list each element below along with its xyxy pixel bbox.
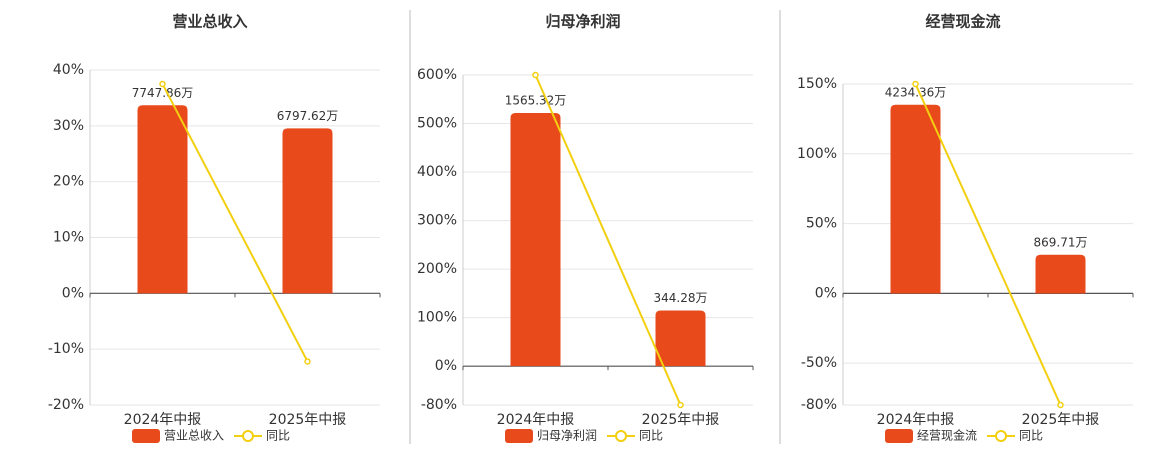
legend-marker	[995, 430, 1007, 442]
bar	[282, 128, 333, 294]
x-tick-label: 2024年中报	[877, 412, 955, 428]
legend-label: 营业总收入	[164, 429, 224, 443]
y-tick-label: -80%	[421, 397, 457, 413]
legend-label: 同比	[1019, 429, 1043, 443]
y-tick-label: 150%	[797, 76, 837, 92]
y-tick-label: 50%	[806, 216, 837, 232]
x-tick-label: 2024年中报	[124, 412, 202, 428]
y-tick-label: 100%	[797, 146, 837, 162]
y-tick-label: 300%	[417, 213, 457, 229]
value-label: 1565.32万	[505, 93, 567, 107]
y-tick-label: 0%	[815, 285, 837, 301]
y-tick-label: -80%	[801, 397, 837, 413]
legend-swatch	[505, 429, 533, 443]
legend-label: 同比	[639, 429, 663, 443]
bar	[655, 310, 706, 367]
legend-marker	[615, 430, 627, 442]
panel-title: 归母净利润	[545, 13, 620, 31]
legend-marker	[242, 430, 254, 442]
line-point	[159, 80, 166, 88]
y-tick-label: 200%	[417, 261, 457, 277]
bar	[1035, 254, 1086, 294]
y-tick-label: 20%	[53, 174, 84, 190]
y-tick-label: 0%	[435, 358, 457, 374]
y-tick-label: 600%	[417, 67, 457, 83]
y-tick-label: -20%	[48, 397, 84, 413]
line-point	[912, 80, 919, 88]
x-tick-label: 2025年中报	[642, 412, 720, 428]
value-label: 869.71万	[1034, 235, 1088, 249]
y-tick-label: -10%	[48, 341, 84, 357]
x-tick-label: 2025年中报	[269, 412, 347, 428]
bar	[510, 112, 561, 367]
line-point	[304, 358, 311, 365]
y-tick-label: -50%	[801, 355, 837, 371]
value-label: 6797.62万	[277, 109, 339, 123]
y-tick-label: 400%	[417, 164, 457, 180]
value-label: 7747.86万	[132, 86, 194, 100]
y-tick-label: 10%	[53, 230, 84, 246]
bar	[890, 104, 941, 294]
y-tick-label: 0%	[62, 285, 84, 301]
y-tick-label: 40%	[53, 62, 84, 78]
bar	[137, 105, 188, 294]
y-tick-label: 100%	[417, 310, 457, 326]
legend-label: 经营现金流	[917, 428, 977, 443]
line	[161, 83, 309, 362]
legend-label: 同比	[266, 429, 290, 443]
legend-swatch	[885, 429, 913, 443]
legend-swatch	[132, 429, 160, 443]
line-point	[1057, 401, 1064, 409]
legend-label: 归母净利润	[537, 429, 597, 443]
x-tick-label: 2025年中报	[1022, 412, 1100, 428]
line	[914, 83, 1062, 406]
line-point	[677, 401, 684, 409]
x-tick-label: 2024年中报	[497, 412, 575, 428]
panel-title: 营业总收入	[172, 13, 247, 31]
y-tick-label: 500%	[417, 116, 457, 132]
line-point	[532, 71, 539, 79]
value-label: 344.28万	[654, 291, 708, 305]
line	[534, 74, 682, 406]
value-label: 4234.36万	[885, 85, 947, 99]
panel-title: 经营现金流	[925, 13, 1000, 31]
y-tick-label: 30%	[53, 118, 84, 134]
